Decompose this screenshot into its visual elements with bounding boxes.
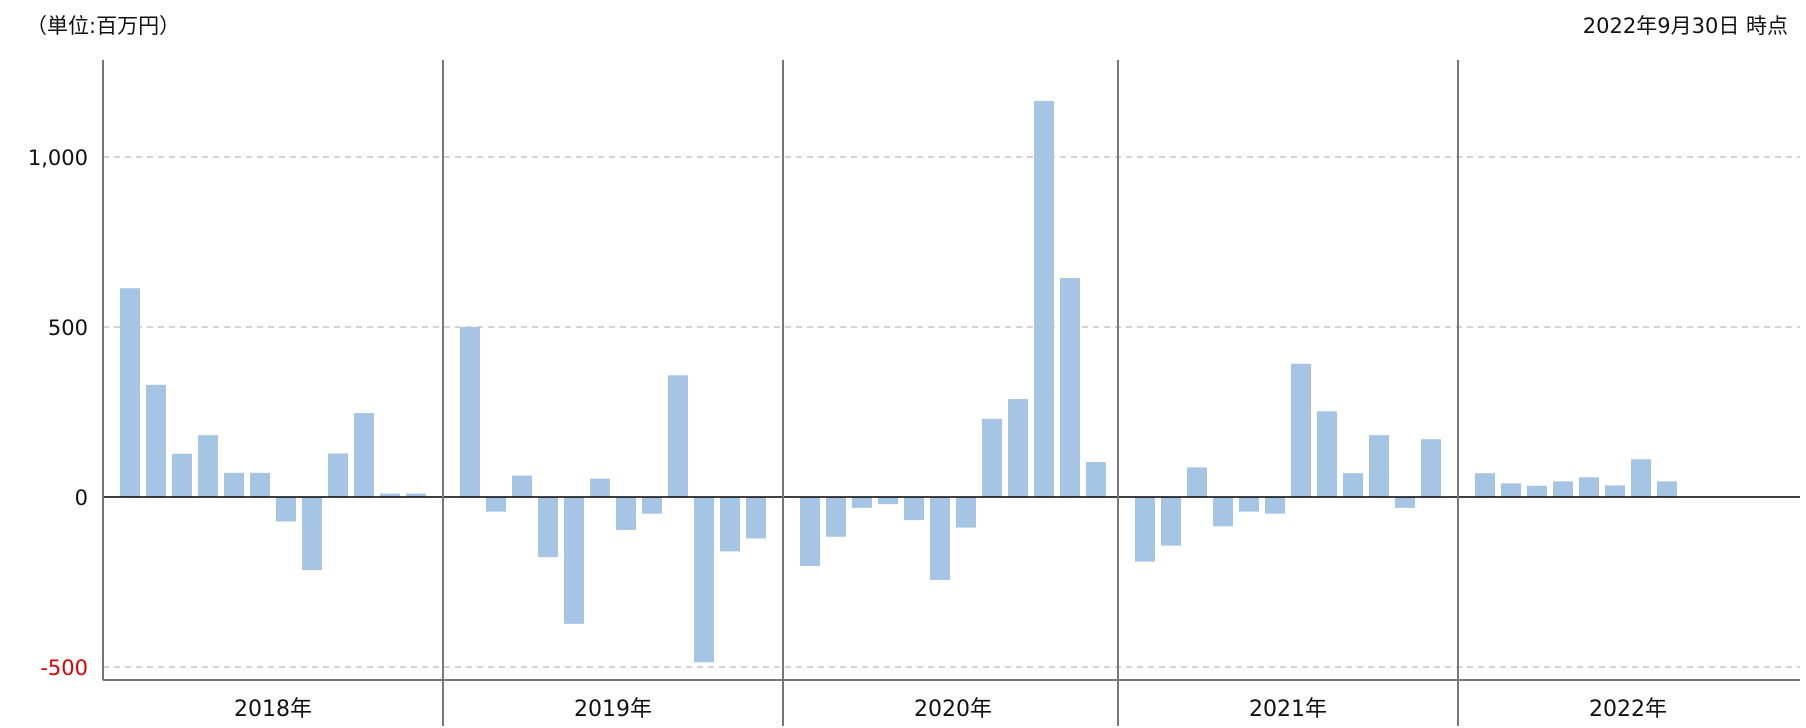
bar: [564, 497, 584, 624]
y-tick-label: 1,000: [28, 146, 88, 170]
bar: [1161, 497, 1181, 546]
bar: [328, 453, 348, 497]
bar: [1343, 473, 1363, 497]
y-tick-label: 500: [48, 316, 88, 340]
bar: [1213, 497, 1233, 527]
tick-labels: 1,000 500 0 -500 2018年 2019年 2020年 2021年 2022年: [28, 146, 1667, 722]
y-tick-label: -500: [40, 656, 88, 680]
bar: [276, 497, 296, 522]
bar: [224, 472, 244, 497]
bar: [904, 497, 924, 521]
bar: [1501, 483, 1521, 497]
bars: [120, 100, 1677, 663]
grid-lines: [103, 156, 1800, 668]
bar: [616, 497, 636, 530]
bar: [1317, 411, 1337, 497]
bar: [1369, 435, 1389, 497]
bar: [1527, 485, 1547, 497]
bar: [354, 413, 374, 497]
bar: [1421, 439, 1441, 497]
bar: [146, 384, 166, 497]
bar: [1395, 497, 1415, 508]
bar: [1605, 485, 1625, 497]
bar: [930, 497, 950, 580]
bar: [1579, 477, 1599, 497]
x-tick-label: 2021年: [1249, 697, 1327, 722]
bar: [1657, 481, 1677, 497]
bar: [956, 497, 976, 528]
bar: [250, 472, 270, 497]
bar: [1631, 459, 1651, 497]
bar: [590, 478, 610, 497]
bar: [1135, 497, 1155, 562]
bar: [406, 493, 426, 497]
bar: [1291, 363, 1311, 497]
bar: [1060, 278, 1080, 497]
bar: [1187, 467, 1207, 497]
bar: [878, 497, 898, 505]
bar: [1265, 497, 1285, 514]
bar: [746, 497, 766, 539]
bar: [1034, 100, 1054, 498]
bar: [172, 453, 192, 497]
x-tick-label: 2020年: [914, 697, 992, 722]
x-tick-label: 2022年: [1589, 697, 1667, 722]
unit-label: （単位:百万円）: [26, 14, 181, 38]
bar: [720, 497, 740, 552]
bar: [1239, 497, 1259, 512]
bar: [800, 497, 820, 567]
bar: [668, 375, 688, 497]
bar: [982, 418, 1002, 497]
bar: [120, 288, 140, 497]
bar: [642, 497, 662, 514]
as-of-date: 2022年9月30日 時点: [1582, 14, 1788, 38]
bar: [852, 497, 872, 508]
bar: [460, 327, 480, 497]
bar: [302, 497, 322, 571]
bar: [1553, 481, 1573, 497]
bar: [512, 475, 532, 497]
bar: [486, 497, 506, 512]
bar: [538, 497, 558, 558]
axes: [102, 60, 1800, 726]
bar: [380, 493, 400, 497]
bar: [1475, 473, 1495, 497]
x-tick-label: 2019年: [574, 697, 652, 722]
x-tick-label: 2018年: [234, 697, 312, 722]
bar: [1008, 399, 1028, 497]
bar: [198, 435, 218, 497]
bar: [1086, 461, 1106, 497]
y-tick-label: 0: [75, 486, 88, 510]
bar: [826, 497, 846, 537]
bar: [694, 497, 714, 663]
